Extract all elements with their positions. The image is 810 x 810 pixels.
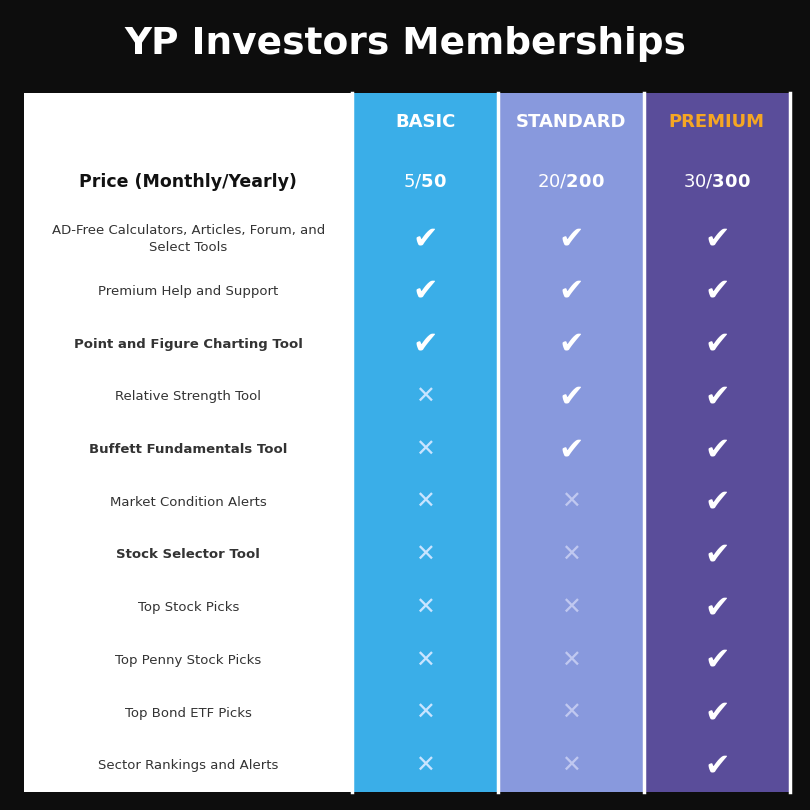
FancyBboxPatch shape: [644, 151, 790, 212]
Text: Point and Figure Charting Tool: Point and Figure Charting Tool: [74, 338, 303, 351]
Text: ✕: ✕: [416, 437, 435, 462]
Text: Price (Monthly/Yearly): Price (Monthly/Yearly): [79, 173, 297, 191]
Text: ✔: ✔: [704, 646, 730, 675]
Text: ✕: ✕: [416, 385, 435, 409]
FancyBboxPatch shape: [352, 151, 498, 212]
Text: $5/$50: $5/$50: [403, 173, 447, 191]
Text: Buffett Fundamentals Tool: Buffett Fundamentals Tool: [89, 443, 288, 456]
Text: ✔: ✔: [704, 488, 730, 517]
FancyBboxPatch shape: [644, 93, 790, 151]
Text: ✔: ✔: [704, 224, 730, 253]
Text: ✕: ✕: [561, 754, 581, 778]
Text: ✕: ✕: [561, 543, 581, 567]
Text: ✕: ✕: [561, 595, 581, 620]
Text: ✔: ✔: [704, 382, 730, 411]
Text: ✕: ✕: [416, 701, 435, 725]
Text: ✔: ✔: [558, 382, 584, 411]
Text: ✕: ✕: [416, 595, 435, 620]
Text: ✔: ✔: [558, 435, 584, 464]
Text: ✔: ✔: [704, 435, 730, 464]
Text: ✔: ✔: [704, 698, 730, 727]
Text: Sector Rankings and Alerts: Sector Rankings and Alerts: [98, 759, 279, 772]
Text: Relative Strength Tool: Relative Strength Tool: [115, 390, 262, 403]
Text: YP Investors Memberships: YP Investors Memberships: [124, 26, 686, 62]
Text: ✔: ✔: [412, 224, 438, 253]
Text: ✔: ✔: [704, 330, 730, 359]
Text: AD-Free Calculators, Articles, Forum, and
Select Tools: AD-Free Calculators, Articles, Forum, an…: [52, 224, 325, 254]
Text: $30/$300: $30/$300: [683, 173, 751, 191]
FancyBboxPatch shape: [498, 93, 644, 151]
Text: ✔: ✔: [558, 224, 584, 253]
Text: ✕: ✕: [416, 648, 435, 672]
FancyBboxPatch shape: [24, 93, 790, 792]
Text: Market Condition Alerts: Market Condition Alerts: [110, 496, 266, 509]
Text: ✔: ✔: [412, 330, 438, 359]
Text: ✔: ✔: [412, 277, 438, 306]
FancyBboxPatch shape: [352, 93, 498, 151]
FancyBboxPatch shape: [498, 212, 644, 792]
Text: ✕: ✕: [416, 754, 435, 778]
Text: ✔: ✔: [558, 330, 584, 359]
FancyBboxPatch shape: [498, 151, 644, 212]
Text: ✕: ✕: [561, 701, 581, 725]
Text: ✕: ✕: [416, 490, 435, 514]
Text: STANDARD: STANDARD: [516, 113, 626, 131]
Text: ✔: ✔: [558, 277, 584, 306]
Text: Stock Selector Tool: Stock Selector Tool: [117, 548, 260, 561]
Text: ✔: ✔: [704, 752, 730, 780]
Text: ✔: ✔: [704, 540, 730, 569]
Text: ✔: ✔: [704, 593, 730, 622]
Text: Premium Help and Support: Premium Help and Support: [98, 285, 279, 298]
Text: Top Penny Stock Picks: Top Penny Stock Picks: [115, 654, 262, 667]
Text: ✕: ✕: [561, 490, 581, 514]
FancyBboxPatch shape: [352, 212, 498, 792]
Text: ✕: ✕: [561, 648, 581, 672]
Text: ✔: ✔: [704, 277, 730, 306]
Text: ✕: ✕: [416, 543, 435, 567]
Text: $20/$200: $20/$200: [537, 173, 605, 191]
Text: PREMIUM: PREMIUM: [669, 113, 765, 131]
Text: Top Stock Picks: Top Stock Picks: [138, 601, 239, 614]
FancyBboxPatch shape: [644, 212, 790, 792]
Text: BASIC: BASIC: [395, 113, 455, 131]
Text: Top Bond ETF Picks: Top Bond ETF Picks: [125, 706, 252, 719]
